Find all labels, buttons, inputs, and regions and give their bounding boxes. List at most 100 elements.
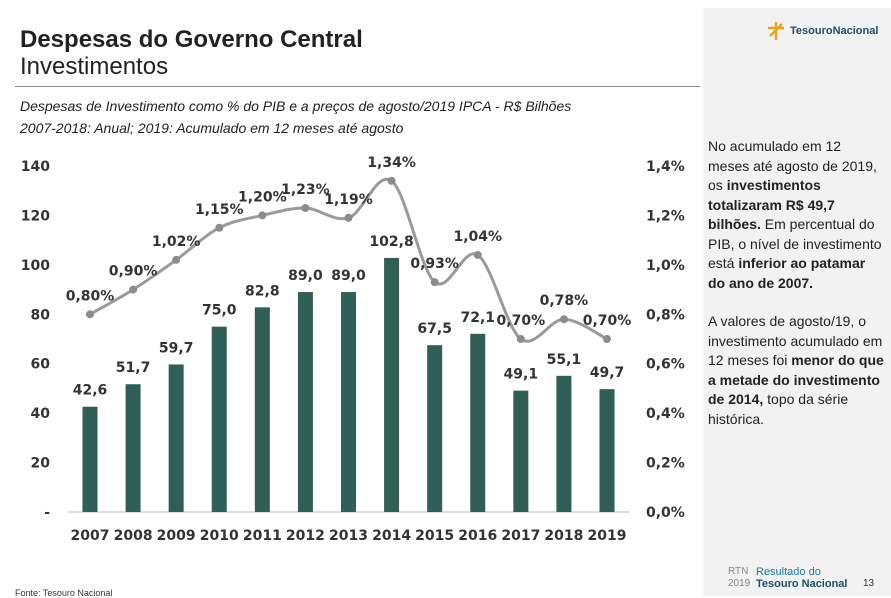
bar-label: 67,5 <box>417 321 452 337</box>
line-marker <box>86 310 94 319</box>
line-marker <box>301 204 310 213</box>
y2-tick-label: 0,6% <box>646 357 685 373</box>
y2-tick-label: 1,2% <box>646 208 685 224</box>
line-marker <box>387 176 396 185</box>
y2-tick-label: 1,0% <box>646 258 685 274</box>
bar-label: 102,8 <box>369 234 413 250</box>
line-label: 0,93% <box>410 256 459 272</box>
text-run: A valores de agosto/19, o investimento a… <box>708 313 883 368</box>
bar <box>556 375 572 512</box>
line-label: 1,15% <box>195 202 244 218</box>
text-run: Em percentual do PIB, o nível de investi… <box>708 216 882 271</box>
line-label: 1,19% <box>324 192 373 208</box>
bar-label: 89,0 <box>288 268 323 284</box>
bar <box>470 333 486 512</box>
line-label: 1,34% <box>367 155 416 171</box>
y2-tick-label: 0,0% <box>646 505 685 521</box>
side-panel <box>703 8 891 596</box>
source: Fonte: Tesouro Nacional <box>15 588 113 598</box>
y-tick-label: 100 <box>21 258 50 274</box>
bar-label: 82,8 <box>245 283 280 299</box>
paragraph: A valores de agosto/19, o investimento a… <box>708 312 886 429</box>
x-tick-label: 2015 <box>415 528 454 544</box>
rtn: RTN <box>728 566 749 577</box>
bar <box>297 292 313 512</box>
bar-label: 42,6 <box>73 383 108 399</box>
x-tick-label: 2008 <box>114 528 153 544</box>
y2-tick-label: 0,2% <box>646 456 685 472</box>
x-tick-label: 2011 <box>243 528 282 544</box>
subtitle: Investimentos <box>20 53 169 80</box>
y-tick-label: 140 <box>21 159 50 175</box>
line-marker <box>258 211 267 220</box>
line-label: 1,20% <box>238 189 287 205</box>
title: Despesas do Governo Central <box>20 26 363 53</box>
line-label: 1,02% <box>152 234 201 250</box>
logo-text: TesouroNacional <box>790 25 879 37</box>
y-tick-label: 80 <box>31 307 51 323</box>
bar <box>82 406 98 512</box>
footer-rtn: RTN 2019 <box>728 566 750 590</box>
line-label: 0,90% <box>109 264 158 280</box>
bar-label: 72,1 <box>460 310 495 326</box>
report-line2: Tesouro Nacional <box>756 578 848 590</box>
bar <box>254 307 270 512</box>
bar-label: 49,1 <box>504 367 539 383</box>
bar <box>513 390 529 512</box>
x-tick-label: 2016 <box>458 528 497 544</box>
text-run: No acumulado em 12 meses até agosto de 2… <box>708 138 877 193</box>
x-tick-label: 2017 <box>501 528 540 544</box>
rule <box>15 86 700 87</box>
line-label: 0,80% <box>66 288 115 304</box>
bar <box>211 326 227 512</box>
bar-label: 49,7 <box>590 365 625 381</box>
bar-label: 55,1 <box>547 352 582 368</box>
bar <box>384 257 400 512</box>
bar <box>168 364 184 512</box>
chart: - 20 40 60 80 100 120 140 0,0% 0,2% 0,4% 0,6% 0,8% 1,… <box>21 155 685 544</box>
line-label: 1,04% <box>453 229 502 245</box>
text-run: menor do que a metade do investimento de… <box>708 352 884 407</box>
bar-label: 59,7 <box>159 340 194 356</box>
line-marker <box>603 335 611 343</box>
y2-tick-label: 1,4% <box>646 159 685 175</box>
y-tick-label: 60 <box>31 357 51 373</box>
chart-subtitle: 2007-2018: Anual; 2019: Acumulado em 12 … <box>20 120 404 136</box>
line-marker <box>129 285 138 294</box>
chart-title: Despesas de Investimento como % do PIB e… <box>20 98 572 114</box>
bar <box>599 389 615 512</box>
y-tick-label: 40 <box>31 406 51 422</box>
footer-report: Resultado do Tesouro Nacional <box>756 566 847 590</box>
line-marker <box>344 213 353 222</box>
y-tick-label: 20 <box>31 456 51 472</box>
y2-tick-label: 0,4% <box>646 406 685 422</box>
y-tick-label: 120 <box>21 208 50 224</box>
text-run: topo da série histórica. <box>708 391 849 427</box>
x-tick-label: 2019 <box>588 528 627 544</box>
x-tick-label: 2007 <box>71 528 110 544</box>
line-marker <box>215 223 224 232</box>
text-run: investimentos totalizaram R$ 49,7 bilhõe… <box>708 177 835 232</box>
x-tick-label: 2012 <box>286 528 325 544</box>
bar <box>427 345 443 512</box>
line-label: 0,70% <box>583 313 632 329</box>
x-tick-label: 2010 <box>200 528 239 544</box>
logo: TesouroNacional <box>766 20 878 42</box>
y-tick-label: - <box>44 505 50 521</box>
line-marker <box>473 250 482 259</box>
paragraph: No acumulado em 12 meses até agosto de 2… <box>708 137 886 293</box>
bar <box>125 384 141 512</box>
logo-icon <box>768 22 784 40</box>
y2-tick-label: 0,8% <box>646 307 685 323</box>
line-label: 1,23% <box>281 182 330 198</box>
line-marker <box>172 255 181 264</box>
line-marker <box>516 335 525 343</box>
x-tick-label: 2013 <box>329 528 368 544</box>
bar-label: 89,0 <box>331 268 366 284</box>
x-tick-label: 2009 <box>157 528 196 544</box>
report-line1: Resultado do <box>756 566 821 578</box>
x-tick-label: 2014 <box>372 528 411 544</box>
line-label: 0,70% <box>497 313 546 329</box>
bar <box>341 292 356 512</box>
